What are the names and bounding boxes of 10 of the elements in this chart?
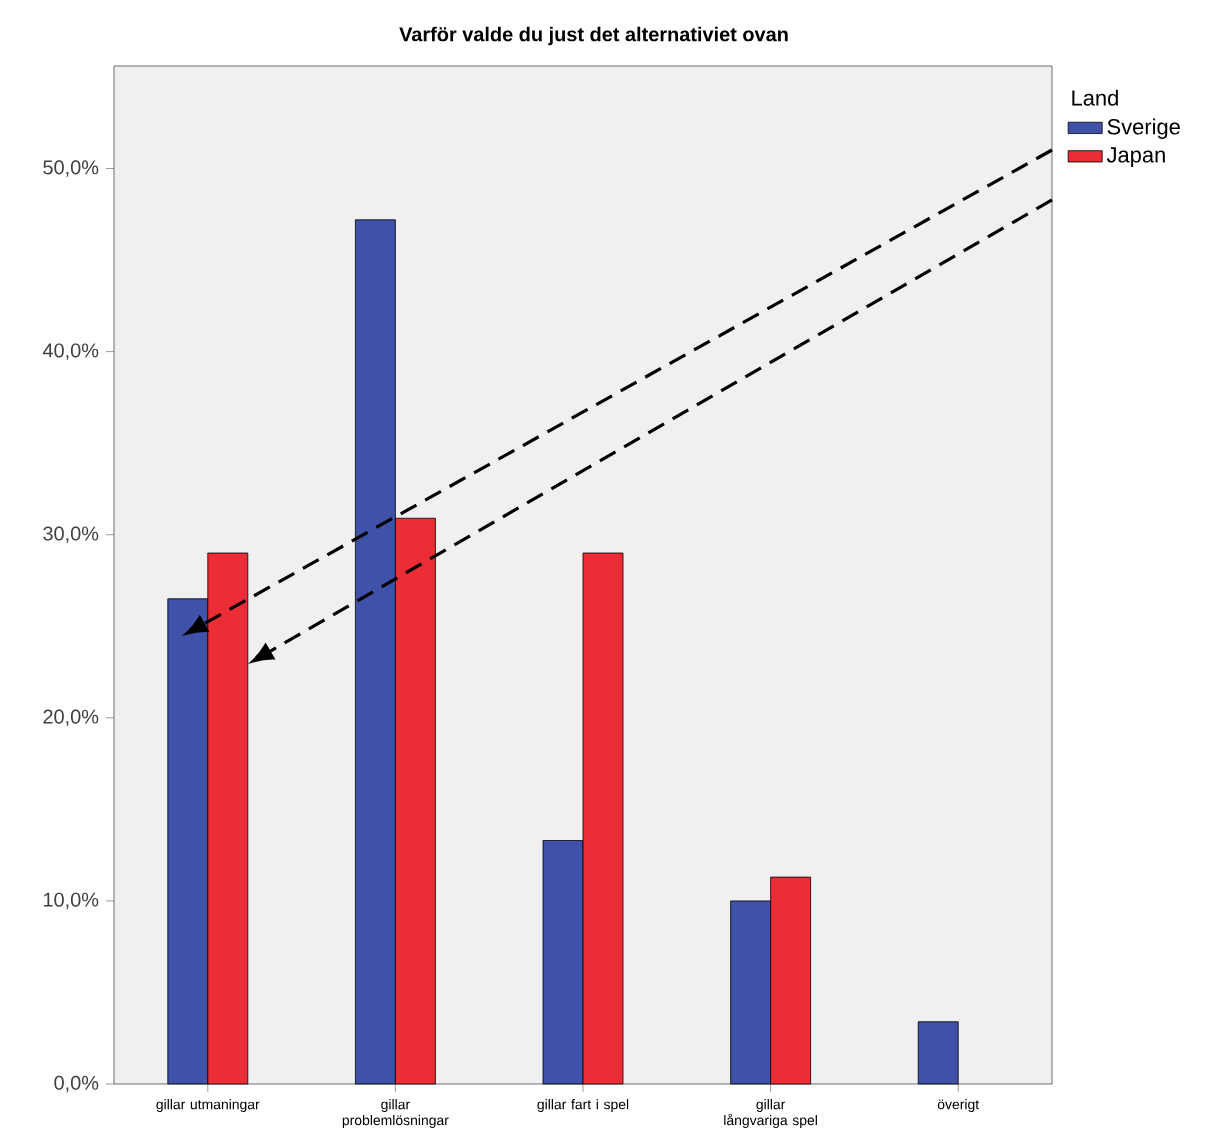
y-tick-label: 10,0%	[43, 892, 99, 910]
y-tick-label: 40,0%	[42, 343, 99, 360]
y-tick-label: 30,0%	[43, 526, 99, 543]
y-tick-label: 50,0%	[43, 160, 99, 177]
chart-title: Varför valde du just det alternativiet ovan	[399, 26, 788, 46]
legend-label: Japan	[1106, 147, 1165, 167]
legend-title: Land	[1072, 89, 1118, 106]
legend-label: Sverige	[1107, 118, 1180, 139]
y-tick-label: 20,0%	[43, 709, 99, 727]
y-tick-label: 0,0%	[54, 1075, 99, 1093]
